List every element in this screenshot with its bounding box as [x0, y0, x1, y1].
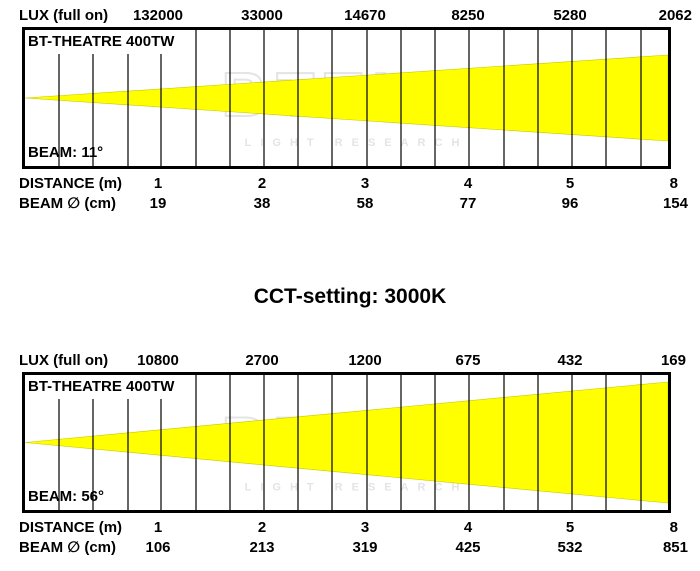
distance-value: 8	[669, 519, 678, 536]
lux-value: 169	[660, 352, 686, 369]
distance-value: 3	[360, 175, 370, 192]
distance-value: 8	[669, 175, 678, 192]
beam-diameter-value: 532	[557, 539, 583, 556]
distance-label: DISTANCE (m)	[19, 175, 123, 192]
beam-cone	[25, 54, 668, 142]
lux-value: 1200	[348, 352, 382, 369]
distance-value: 3	[360, 519, 370, 536]
beam-diagram: BTTLSLIGHT RESEARCH	[25, 30, 668, 166]
distance-value: 2	[257, 519, 267, 536]
beam-diameter-value: 38	[253, 195, 271, 212]
beam-diameter-value: 213	[249, 539, 275, 556]
lux-value: 675	[455, 352, 481, 369]
distance-value: 2	[257, 175, 267, 192]
lux-value: 33000	[241, 7, 283, 24]
distance-label: DISTANCE (m)	[19, 519, 123, 536]
beam-diameter-value: 96	[561, 195, 579, 212]
beam-diameter-value: 851	[662, 539, 688, 556]
beam-diameter-label: BEAM ∅ (cm)	[19, 195, 117, 212]
distance-value: 5	[565, 519, 575, 536]
distance-value: 4	[463, 175, 473, 192]
beam-diameter-value: 77	[459, 195, 477, 212]
lux-value: 2700	[245, 352, 279, 369]
distance-value: 4	[463, 519, 473, 536]
lux-value: 14670	[344, 7, 386, 24]
lux-value: 132000	[132, 7, 184, 24]
beam-diameter-label: BEAM ∅ (cm)	[19, 539, 117, 556]
distance-value: 5	[565, 175, 575, 192]
distance-value: 1	[153, 519, 163, 536]
lux-value: 5280	[553, 7, 587, 24]
beam-diameter-value: 319	[352, 539, 378, 556]
lux-value: 10800	[137, 352, 179, 369]
beam-diameter-value: 19	[149, 195, 167, 212]
beam-panel: BTTLSLIGHT RESEARCH BT-THEATRE 400TW BEA…	[22, 372, 671, 513]
model-label: BT-THEATRE 400TW	[28, 33, 175, 50]
beam-panel: BTTLSLIGHT RESEARCH BT-THEATRE 400TW BEA…	[22, 27, 671, 169]
beam-diameter-value: 106	[145, 539, 171, 556]
beam-angle-label: BEAM: 56°	[28, 488, 105, 505]
beam-diameter-value: 58	[356, 195, 374, 212]
lux-value: 2062	[658, 7, 692, 24]
model-label: BT-THEATRE 400TW	[28, 378, 175, 395]
lux-value: 432	[557, 352, 583, 369]
lux-label: LUX (full on)	[19, 7, 109, 24]
beam-angle-label: BEAM: 11°	[28, 144, 104, 161]
beam-diameter-value: 425	[455, 539, 481, 556]
distance-value: 1	[153, 175, 163, 192]
beam-cone	[25, 381, 668, 504]
beam-diagram: BTTLSLIGHT RESEARCH	[25, 375, 668, 510]
cct-setting-title: CCT-setting: 3000K	[253, 285, 447, 308]
lux-label: LUX (full on)	[19, 352, 109, 369]
lux-value: 8250	[451, 7, 485, 24]
beam-diameter-value: 154	[662, 195, 688, 212]
